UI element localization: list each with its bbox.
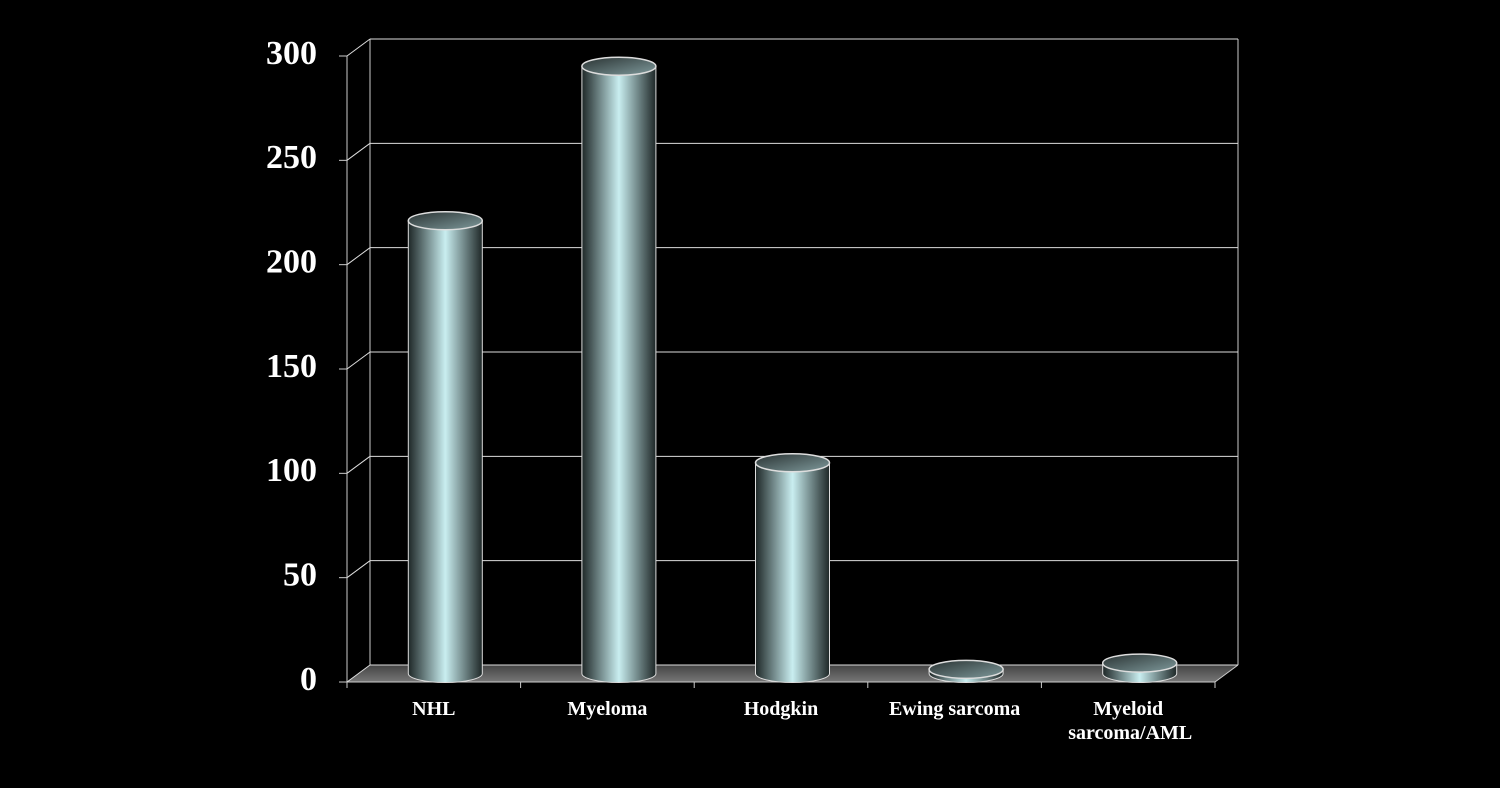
grid-diagonal [346,455,371,474]
x-tick-label: NHL [412,698,456,720]
grid-diagonal [346,351,371,370]
cylinder-top [407,210,484,231]
x-tick-label: Hodgkin [743,698,819,720]
grid-diagonal [346,38,371,57]
cylinder-top [581,56,657,77]
grid-diagonal [346,560,371,579]
cylinder-top [928,659,1004,680]
grid-diagonal [346,142,371,161]
y-tick-label: 300 [266,35,317,72]
grid-diagonal [346,664,371,683]
x-tick-label: Myeloid sarcoma/AML [1068,698,1193,744]
y-tick-label: 200 [266,243,317,280]
y-tick-label: 150 [266,348,317,385]
floor-edge [1214,664,1239,683]
x-tick-label: Ewing sarcoma [888,698,1021,720]
y-tick-label: 0 [300,661,317,698]
cylinder [581,65,657,683]
y-tick-label: 100 [266,452,317,489]
y-tick-label: 50 [283,556,317,593]
x-tick-label: Myeloma [567,698,648,720]
grid-diagonal [346,247,371,266]
cylinder-top [1101,653,1178,673]
y-tick-label: 250 [266,139,317,176]
cylinder-top [754,452,831,473]
cylinder [755,462,830,683]
cylinder [407,220,483,683]
